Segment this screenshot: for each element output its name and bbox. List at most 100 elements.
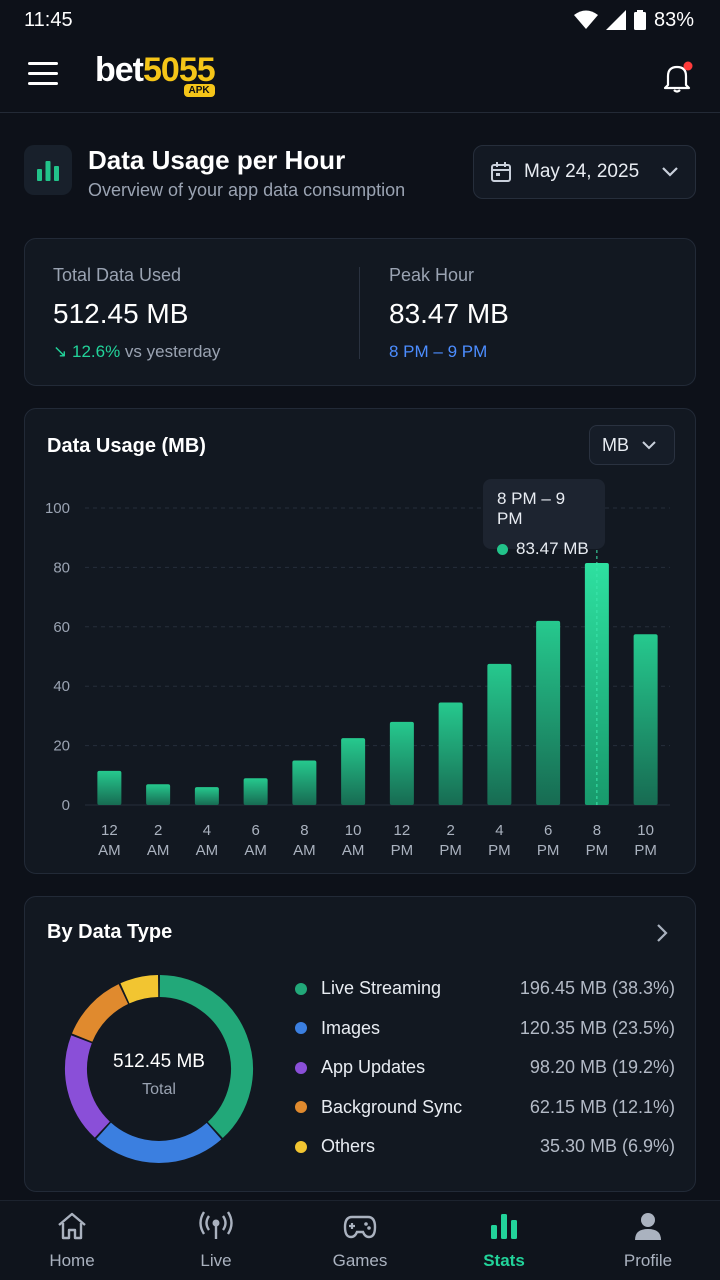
page-subtitle: Overview of your app data consumption (88, 180, 406, 200)
chart-bar (341, 738, 366, 805)
donut-slice (96, 1122, 222, 1163)
chart-bar (194, 787, 219, 805)
notification-bell-icon[interactable] (660, 60, 694, 94)
x-tick-label: AM (147, 842, 170, 859)
x-tick-label: 10 (345, 822, 362, 839)
y-tick-label: 40 (53, 678, 70, 695)
x-tick-label: AM (293, 842, 316, 859)
bottom-nav: Home Live Games Stats Profile (0, 1200, 720, 1280)
total-data-value: 512.45 MB (53, 298, 189, 329)
legend-name: Background Sync (321, 1096, 463, 1117)
x-tick-label: PM (537, 842, 560, 859)
x-tick-label: 6 (251, 822, 259, 839)
peak-hour-block: Peak Hour 83.47 MB 8 PM – 9 PM (389, 265, 509, 362)
x-tick-label: 6 (544, 822, 552, 839)
total-data-change: ↘ 12.6% vs yesterday (53, 342, 220, 362)
summary-divider (359, 267, 360, 359)
page-title: Data Usage per Hour (88, 145, 346, 175)
nav-label: Home (49, 1251, 95, 1270)
legend-item[interactable]: Background Sync 62.15 MB (12.1%) (295, 1088, 675, 1128)
hamburger-menu-icon[interactable] (28, 62, 58, 86)
nav-live[interactable]: Live (144, 1201, 288, 1280)
peak-hour-value: 83.47 MB (389, 298, 509, 329)
legend-dot (295, 982, 307, 995)
donut-slice (159, 975, 253, 1139)
donut-slice (120, 975, 159, 1004)
chart-bar (146, 784, 171, 805)
app-logo[interactable]: bet5055 APK (95, 51, 216, 104)
nav-games[interactable]: Games (288, 1201, 432, 1280)
legend-value: 98.20 MB (19.2%) (529, 1057, 675, 1078)
x-tick-label: PM (586, 842, 609, 859)
chart-title: Data Usage (MB) (47, 435, 206, 457)
peak-hour-range: 8 PM – 9 PM (389, 342, 488, 361)
calendar-icon (491, 162, 511, 182)
logo-text-number: 5055 (143, 51, 216, 89)
legend-value: 196.45 MB (38.3%) (519, 978, 675, 999)
logo-badge: APK (183, 84, 215, 97)
y-tick-label: 100 (45, 500, 70, 517)
date-picker[interactable]: May 24, 2025 (473, 145, 696, 199)
legend-name: Live Streaming (321, 978, 442, 999)
y-tick-label: 60 (53, 619, 70, 636)
x-tick-label: AM (342, 842, 365, 859)
legend-item[interactable]: Images 120.35 MB (23.5%) (295, 1009, 675, 1049)
nav-stats[interactable]: Stats (432, 1201, 576, 1280)
donut-slice (71, 984, 129, 1043)
peak-hour-label: Peak Hour (389, 265, 475, 285)
nav-profile[interactable]: Profile (576, 1201, 720, 1280)
battery-percent: 83% (653, 8, 694, 31)
bar-chart-icon (24, 145, 72, 195)
live-broadcast-icon (199, 1211, 233, 1239)
x-tick-label: 4 (203, 822, 211, 839)
x-tick-label: AM (244, 842, 267, 859)
donut-slice (65, 1035, 111, 1138)
app-header: bet5055 APK (0, 40, 720, 113)
x-tick-label: 12 (101, 822, 118, 839)
tooltip-range: 8 PM – 9 PM (497, 489, 566, 528)
x-tick-label: 8 (593, 822, 601, 839)
legend-item[interactable]: Live Streaming 196.45 MB (38.3%) (295, 969, 675, 1009)
x-tick-label: 2 (446, 822, 454, 839)
chevron-right-icon[interactable] (655, 923, 669, 943)
nav-label: Live (200, 1251, 232, 1270)
legend-name: Images (321, 1017, 381, 1038)
data-type-legend: Live Streaming 196.45 MB (38.3%) Images 12… (295, 969, 675, 1167)
chevron-down-icon (642, 441, 656, 450)
chart-bar (292, 760, 317, 805)
chart-bar (389, 721, 414, 805)
legend-name: Others (321, 1136, 376, 1157)
x-tick-label: PM (439, 842, 462, 859)
data-type-card: By Data Type 512.45 MB Total Live Stream… (24, 896, 696, 1192)
chart-bar (536, 620, 561, 805)
data-type-donut (65, 975, 253, 1163)
x-tick-label: PM (634, 842, 657, 859)
usage-chart-card: Data Usage (MB) MB 0 20 40 60 80 100 12 AM 2 AM 4 A… (24, 408, 696, 874)
change-suffix: vs yesterday (124, 342, 221, 361)
donut-total-label: Total (142, 1081, 176, 1098)
summary-card: Total Data Used 512.45 MB ↘ 12.6% vs yes… (24, 238, 696, 386)
x-tick-label: PM (488, 842, 511, 859)
x-tick-label: AM (196, 842, 219, 859)
legend-dot (295, 1022, 307, 1035)
unit-value: MB (602, 434, 629, 455)
legend-item[interactable]: Others 35.30 MB (6.9%) (295, 1127, 675, 1167)
nav-home[interactable]: Home (0, 1201, 144, 1280)
x-tick-label: 12 (394, 822, 411, 839)
trend-down-icon: ↘ (53, 342, 68, 361)
chevron-down-icon (662, 167, 678, 177)
tooltip-value: 83.47 MB (516, 539, 589, 558)
x-tick-label: AM (98, 842, 121, 859)
total-data-block: Total Data Used 512.45 MB ↘ 12.6% vs yes… (53, 265, 220, 362)
usage-bar-chart: 0 20 40 60 80 100 12 AM 2 AM 4 AM 6 AM 8 AM 10 AM 12 PM 2 PM 4… (45, 500, 670, 859)
chart-bar (438, 702, 463, 805)
y-tick-label: 0 (62, 797, 70, 814)
unit-select[interactable]: MB (589, 425, 675, 465)
legend-item[interactable]: App Updates 98.20 MB (19.2%) (295, 1048, 675, 1088)
donut-total-value: 512.45 MB (113, 1051, 205, 1072)
legend-value: 62.15 MB (12.1%) (529, 1096, 675, 1117)
date-value: May 24, 2025 (524, 161, 640, 182)
legend-dot (295, 1101, 307, 1114)
nav-label: Profile (623, 1251, 673, 1270)
change-percent: 12.6% (71, 342, 121, 361)
